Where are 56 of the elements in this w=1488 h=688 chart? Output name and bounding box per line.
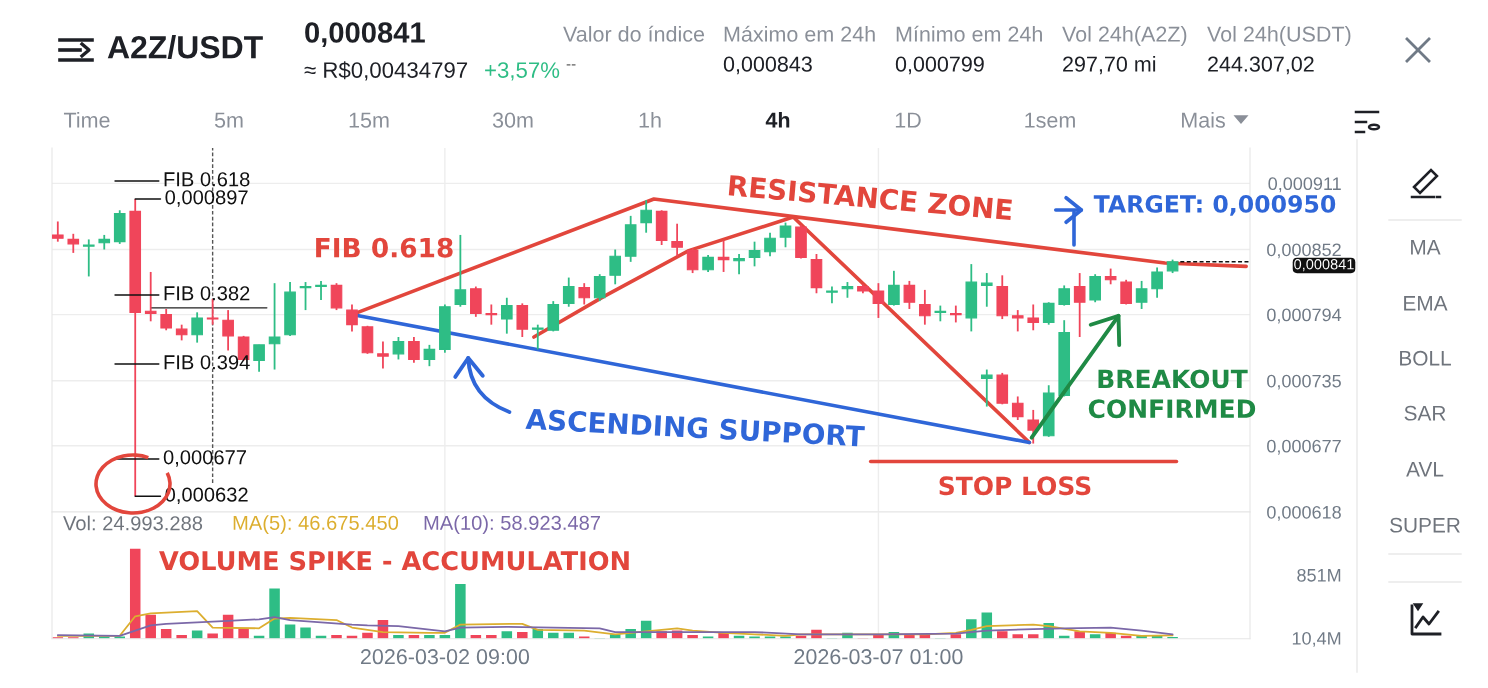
- text: 0,000843: [723, 56, 812, 75]
- y-tick-label: 0,000794: [1267, 308, 1342, 324]
- text: 30m: [492, 112, 533, 128]
- text: Vol 24h(USDT): [1207, 25, 1351, 47]
- text: SUPER: [1390, 517, 1460, 533]
- text: 297,70 mi: [1063, 55, 1156, 75]
- annotation: STOP LOSS: [939, 476, 1091, 496]
- text: MA(10): 58.923.487: [424, 515, 601, 534]
- y-tick-label: 0,000618: [1267, 505, 1341, 521]
- annotation: 0,000632: [165, 487, 248, 505]
- text: MA: [1411, 240, 1441, 255]
- annotation: FIB 0.618: [164, 172, 250, 187]
- text: Time: [63, 111, 110, 128]
- y-tick-label: 0,000677: [1267, 439, 1341, 455]
- annotation: 0,000897: [165, 190, 248, 207]
- y-tick-label: 0,000852: [1267, 243, 1341, 259]
- y-tick-label: 0,000735: [1267, 374, 1341, 390]
- annotation: FIB 0.382: [164, 286, 250, 301]
- text: 0,000841: [1294, 259, 1354, 272]
- text: 1sem: [1025, 112, 1075, 128]
- text: BOLL: [1400, 350, 1451, 366]
- text: 1h: [639, 111, 661, 128]
- y-tick-label: 10,4M: [1292, 631, 1341, 647]
- x-tick-label: 2026-03-02 09:00: [360, 649, 530, 665]
- text: 15m: [349, 112, 389, 128]
- text: 5m: [214, 112, 243, 128]
- text: Vol 24h(A2Z): [1062, 25, 1187, 47]
- text: EMA: [1404, 296, 1448, 311]
- text: Valor do índice: [563, 25, 705, 42]
- annotation: BREAKOUT CONFIRMED: [1088, 369, 1256, 419]
- annotation: TARGET: 0,000950: [1093, 194, 1336, 216]
- x-tick-label: 2026-03-07 01:00: [794, 649, 963, 665]
- text: 0,000841: [305, 22, 425, 48]
- text: AVL: [1406, 462, 1444, 477]
- annotation: FIB 0.394: [164, 355, 250, 370]
- annotation: FIB 0.618: [316, 237, 453, 258]
- y-tick-label: 0,000911: [1268, 177, 1341, 193]
- text: Máximo em 24h: [724, 25, 875, 42]
- text: 0,000799: [895, 56, 984, 75]
- text: Mínimo em 24h: [896, 25, 1042, 42]
- text: MA(5): 46.675.450: [233, 515, 399, 534]
- y-tick-label: 851M: [1297, 568, 1341, 582]
- annotation: 0,000677: [163, 450, 246, 467]
- text: ≈ R$0,00434797: [304, 61, 468, 81]
- text: 4h: [765, 111, 790, 128]
- text: 244.307,02: [1208, 56, 1314, 75]
- text: SAR: [1404, 405, 1446, 421]
- text: 1D: [895, 112, 921, 128]
- text: Mais: [1182, 111, 1225, 128]
- annotation: VOLUME SPIKE - ACCUMULATION: [159, 551, 629, 571]
- annotation: RESISTANCE ZONE: [728, 174, 1013, 221]
- annotation: ASCENDING SUPPORT: [525, 408, 865, 447]
- annotation: Vol: 24.993.288: [63, 515, 203, 531]
- text: --: [566, 64, 576, 66]
- chart-title: A2Z/USDT: [107, 35, 263, 59]
- text: +3,57%: [485, 62, 560, 81]
